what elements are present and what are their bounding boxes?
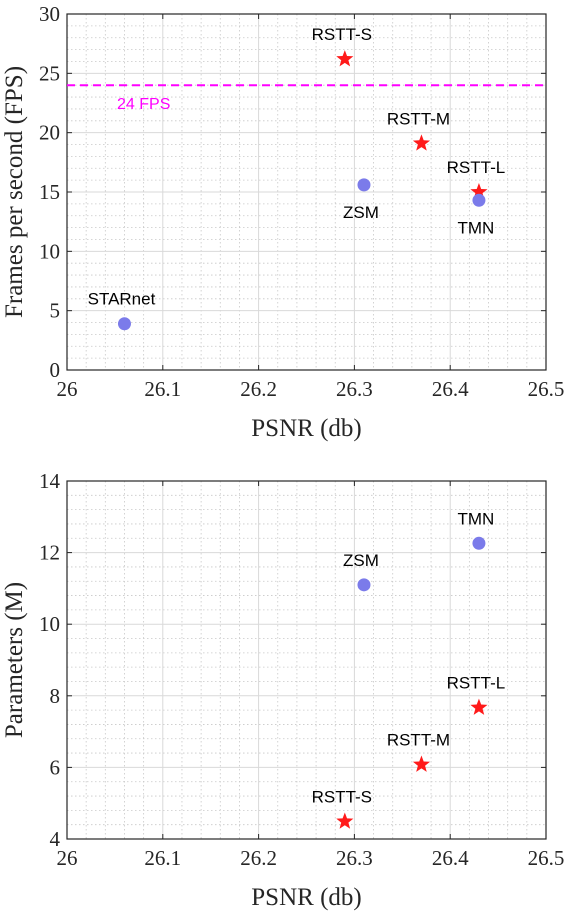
data-point-star (412, 755, 431, 772)
chart-1: 26 26.1 26.2 26.3 26.4 26.5 0 5 10 15 20 25 30 PSNR (… (1, 2, 564, 442)
x-tick-label: 26.5 (528, 377, 565, 401)
data-point-star (470, 698, 488, 715)
x-axis-label: PSNR (db) (251, 415, 361, 442)
y-tick-label: 10 (39, 239, 60, 263)
data-point-star (336, 50, 354, 67)
y-axis-label: Frames per second (FPS) (1, 66, 28, 318)
y-tick-label: 5 (50, 299, 61, 323)
y-tick-label: 25 (39, 61, 60, 85)
x-tick-label: 26 (57, 846, 78, 870)
data-point-label: RSTT-S (312, 25, 372, 44)
data-point-label: TMN (458, 218, 495, 237)
data-point-label: STARnet (88, 290, 156, 309)
data-point-label: TMN (458, 509, 495, 528)
x-tick-label: 26.2 (240, 846, 277, 870)
data-point-circle (117, 317, 131, 331)
data-point-label: RSTT-S (312, 787, 372, 806)
data-point-circle (472, 193, 486, 207)
y-tick-label: 20 (39, 121, 60, 145)
data-point-circle (357, 578, 371, 592)
data-point-label: ZSM (343, 551, 379, 570)
x-tick-label: 26.2 (240, 377, 277, 401)
data-point-star (470, 183, 488, 200)
x-tick-label: 26.5 (528, 846, 565, 870)
data-point-label: RSTT-M (387, 731, 450, 750)
x-tick-label: 26.1 (144, 377, 181, 401)
data-point-star (336, 812, 354, 829)
data-point-label: RSTT-M (387, 109, 450, 128)
reference-line-label: 24 FPS (117, 96, 170, 113)
y-tick-label: 15 (39, 180, 60, 204)
data-point-star (412, 134, 431, 151)
data-point-circle (357, 178, 371, 192)
data-point-label: RSTT-L (447, 674, 506, 693)
y-tick-label: 4 (50, 827, 61, 851)
y-tick-label: 14 (39, 469, 61, 493)
y-tick-label: 30 (39, 2, 60, 26)
data-point-label: RSTT-L (447, 158, 506, 177)
y-axis-label: Parameters (M) (1, 582, 28, 738)
y-tick-label: 12 (39, 541, 60, 565)
x-tick-label: 26.4 (432, 377, 469, 401)
x-tick-label: 26.1 (144, 846, 181, 870)
chart-2: 26 26.1 26.2 26.3 26.4 26.5 4 6 8 10 12 14 PSNR (db)… (1, 469, 564, 911)
x-tick-label: 26.3 (336, 846, 373, 870)
plot-area-frame (66, 480, 547, 840)
x-tick-label: 26.4 (432, 846, 469, 870)
y-tick-label: 6 (50, 755, 61, 779)
y-tick-label: 0 (50, 358, 61, 382)
x-tick-label: 26.3 (336, 377, 373, 401)
y-tick-label: 8 (50, 684, 61, 708)
y-tick-label: 10 (39, 612, 60, 636)
x-axis-label: PSNR (db) (251, 884, 361, 911)
data-point-label: ZSM (343, 203, 379, 222)
data-point-circle (472, 536, 486, 550)
x-tick-label: 26 (57, 377, 78, 401)
